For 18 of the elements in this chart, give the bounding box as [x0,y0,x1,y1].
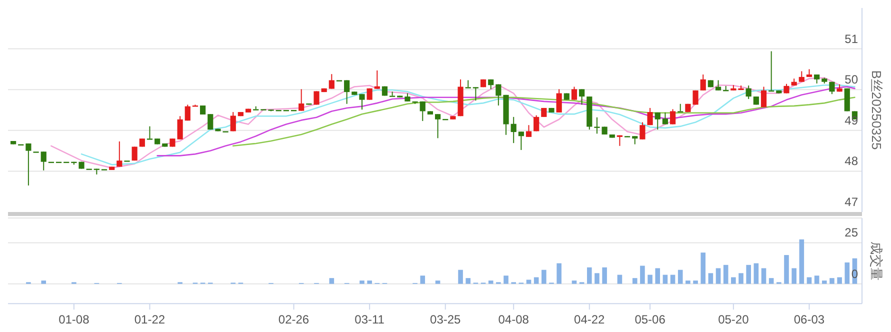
x-tick-label: 06-03 [794,312,825,327]
x-tick-label: 03-25 [430,312,462,327]
y-tick-label: 49 [844,113,858,128]
x-tick-label: 01-08 [58,312,90,327]
x-tick-label: 03-11 [354,312,385,327]
x-tick-label: 04-08 [498,312,530,327]
y-axis-title: B丝20250325 [869,70,884,150]
y-tick-label: 48 [844,154,858,168]
x-tick-label: 04-22 [574,312,606,327]
x-tick-label: 05-06 [634,312,666,327]
y-tick-label: 51 [844,32,858,46]
y-tick-label: 47 [844,195,858,209]
x-tick-label: 05-20 [718,312,750,327]
y-tick-label: 50 [844,72,858,87]
y-axis-title: 成交量 [869,241,884,280]
y-tick-label: 25 [844,226,858,240]
x-tick-label: 02-26 [278,312,310,327]
x-tick-label: 01-22 [134,312,166,327]
